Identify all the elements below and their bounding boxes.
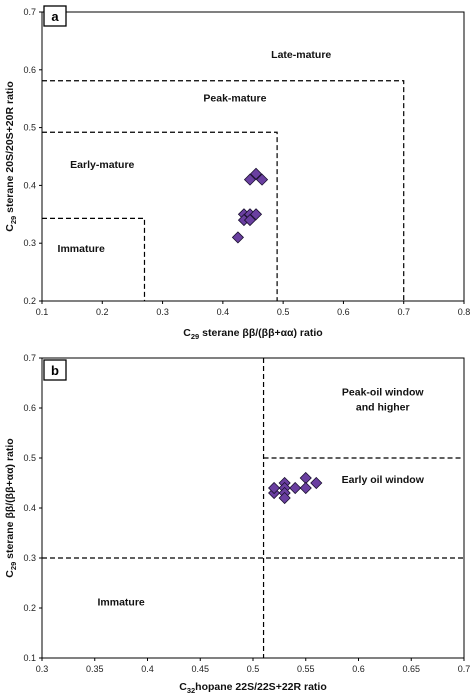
data-point	[249, 208, 263, 221]
data-point	[268, 481, 281, 495]
maturity-boundary-line	[42, 80, 405, 301]
y-tick-label: 0.5	[23, 123, 36, 133]
region-label: Early-mature	[70, 159, 134, 171]
data-point	[310, 476, 323, 490]
region-label: Peak-oil window	[342, 387, 425, 399]
x-tick-label: 0.5	[277, 307, 290, 317]
region-label: Late-mature	[271, 49, 331, 61]
data-point	[249, 167, 263, 180]
x-axis-title: C29 sterane ββ/(ββ+αα) ratio	[183, 327, 322, 341]
data-point	[231, 231, 244, 244]
region-label: and higher	[356, 402, 410, 414]
maturity-boundary-line	[42, 131, 278, 301]
data-point	[243, 214, 257, 227]
panel-label: a	[51, 9, 59, 24]
x-axis-title: C32hopane 22S/22S+22R ratio	[179, 681, 327, 695]
data-point	[243, 173, 257, 186]
y-tick-label: 0.6	[23, 65, 36, 75]
y-tick-label: 0.2	[23, 603, 36, 613]
x-tick-label: 0.6	[352, 664, 365, 674]
panel-label-box	[43, 5, 67, 27]
maturity-boundary-line	[42, 217, 146, 301]
y-axis-title: C29 sterane 20S/20S+20R ratio	[4, 81, 18, 231]
x-tick-label: 0.2	[96, 307, 109, 317]
y-tick-label: 0.3	[23, 553, 36, 563]
x-tick-label: 0.8	[458, 307, 471, 317]
y-tick-label: 0.3	[23, 238, 36, 248]
region-label: Immature	[58, 243, 105, 255]
chart-panel-a: 0.1 0.2 0.3 0.4 0.5 0.6 0.7 0.80.20.30.40.50.60…	[4, 5, 471, 341]
region-label: Immature	[97, 597, 144, 609]
y-tick-label: 0.5	[23, 453, 36, 463]
y-tick-label: 0.7	[23, 353, 36, 363]
x-tick-label: 0.55	[297, 664, 315, 674]
x-tick-label: 0.65	[402, 664, 420, 674]
x-tick-label: 0.35	[86, 664, 104, 674]
plot-frame	[41, 11, 465, 302]
y-tick-label: 0.4	[23, 503, 36, 513]
data-point	[299, 471, 312, 485]
data-point	[255, 173, 269, 186]
x-tick-label: 0.4	[217, 307, 230, 317]
data-point	[299, 481, 312, 495]
region-label: Peak-mature	[203, 93, 266, 105]
y-axis-title: C29 sterane ββ/(ββ+αα) ratio	[4, 438, 18, 577]
panel-label: b	[51, 363, 59, 378]
x-tick-label: 0.3	[156, 307, 169, 317]
x-tick-label: 0.45	[191, 664, 209, 674]
region-label: Early oil window	[342, 474, 425, 486]
y-tick-label: 0.4	[23, 180, 36, 190]
x-tick-label: 0.7	[458, 664, 471, 674]
panel-label-box	[43, 359, 67, 381]
x-tick-label: 0.6	[337, 307, 350, 317]
chart-panel-b: 0.3 0.35 0.4 0.45 0.5 0.55 0.6 0.65 0.7 0.1 0.2 0.3…	[4, 353, 470, 695]
x-tick-label: 0.5	[247, 664, 260, 674]
y-tick-label: 0.6	[23, 403, 36, 413]
data-point	[278, 491, 291, 505]
x-tick-label: 0.4	[141, 664, 154, 674]
x-tick-label: 0.7	[397, 307, 410, 317]
y-tick-label: 0.2	[23, 296, 36, 306]
y-tick-label: 0.1	[23, 653, 36, 663]
x-tick-label: 0.1	[36, 307, 49, 317]
data-point	[289, 481, 302, 495]
y-tick-label: 0.7	[23, 7, 36, 17]
x-tick-label: 0.3	[36, 664, 49, 674]
